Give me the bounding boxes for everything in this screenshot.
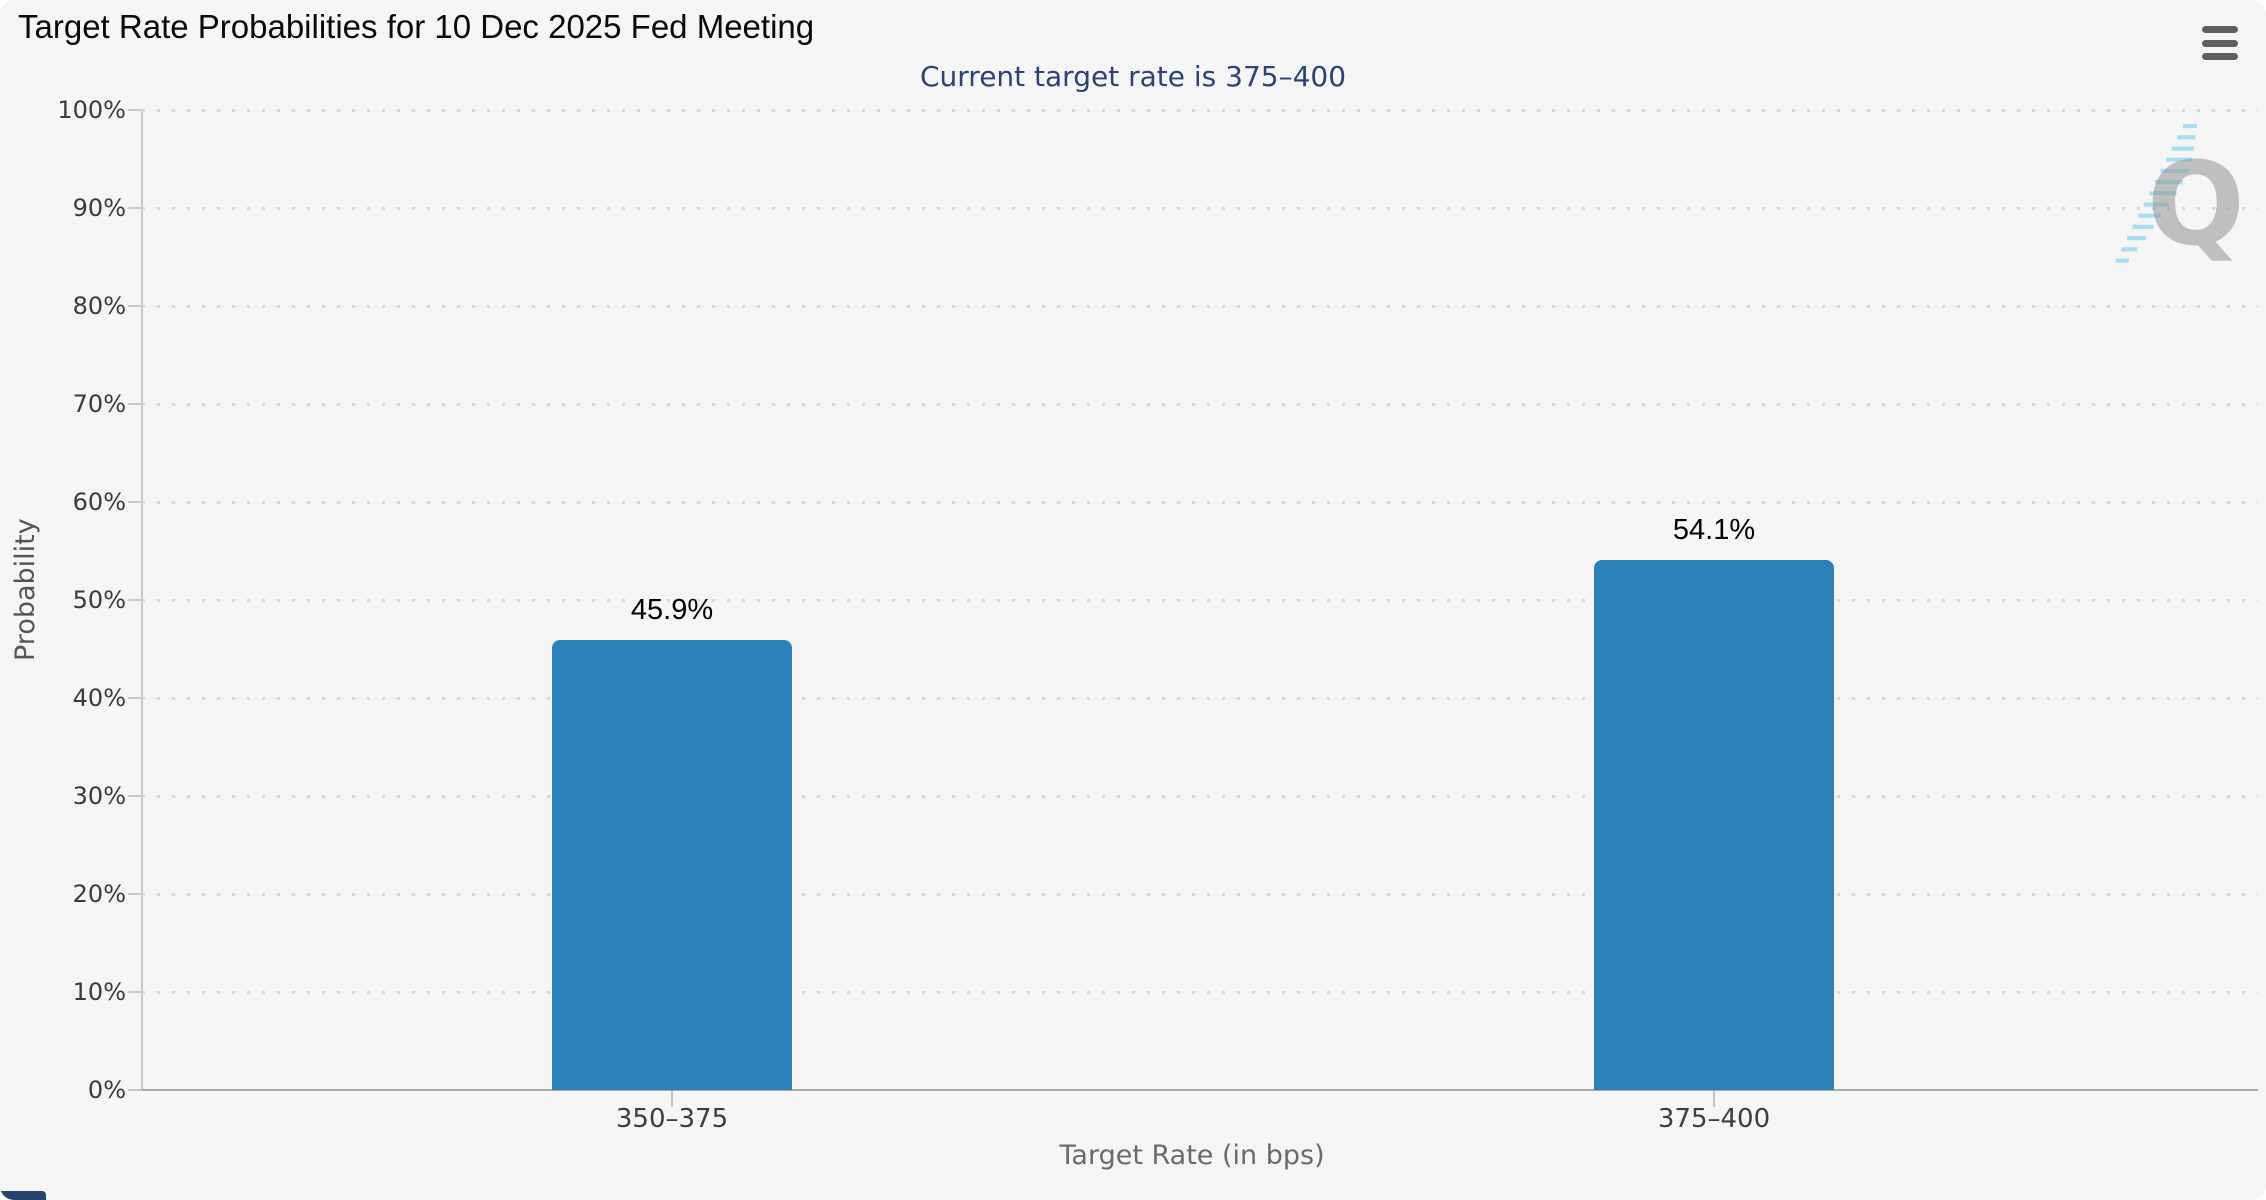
y-gridline [142,893,2258,896]
y-tick-mark [128,501,142,503]
y-tick-mark [128,305,142,307]
hamburger-bar [2202,53,2238,60]
y-gridline [142,305,2258,308]
y-tick-mark [128,207,142,209]
bar-value-label: 54.1% [1672,513,1756,546]
y-tick-label: 50% [72,586,126,614]
y-tick-mark [128,109,142,111]
probability-bar[interactable] [1594,559,1834,1090]
y-tick-label: 10% [72,978,126,1006]
y-gridline [142,795,2258,798]
y-tick-label: 90% [72,194,126,222]
x-category-label: 375–400 [1657,1104,1771,1134]
y-gridline [142,599,2258,602]
x-axis-line [142,1089,2258,1091]
y-gridline [142,403,2258,406]
hamburger-bar [2202,26,2238,33]
y-tick-mark [128,599,142,601]
y-gridline [142,697,2258,700]
y-tick-mark [128,893,142,895]
y-tick-label: 20% [72,880,126,908]
y-tick-mark [128,403,142,405]
y-tick-label: 30% [72,782,126,810]
hamburger-menu-icon[interactable] [2202,24,2240,62]
chart-title: Target Rate Probabilities for 10 Dec 202… [18,8,815,45]
x-tick-mark [671,1091,673,1107]
y-tick-label: 100% [57,96,126,124]
probability-bar[interactable] [552,640,792,1090]
y-tick-label: 0% [87,1076,126,1104]
y-gridline [142,501,2258,504]
y-tick-label: 60% [72,488,126,516]
bar-value-label: 45.9% [630,594,714,627]
y-gridline [142,991,2258,994]
chart-subtitle: Current target rate is 375–400 [919,60,1347,93]
x-axis-title: Target Rate (in bps) [1059,1140,1325,1171]
y-gridline [142,109,2258,112]
y-gridline [142,207,2258,210]
quikstrike-watermark-logo: Q [2115,124,2245,272]
y-tick-mark [128,1089,142,1091]
y-tick-label: 70% [72,390,126,418]
hamburger-bar [2202,39,2238,47]
y-tick-label: 80% [72,292,126,320]
x-tick-mark [1713,1091,1715,1107]
svg-text:Q: Q [2147,138,2245,272]
footer-strip [0,1191,46,1200]
y-tick-mark [128,795,142,797]
y-tick-mark [128,697,142,699]
y-tick-label: 40% [72,684,126,712]
x-category-label: 350–375 [615,1104,729,1134]
y-tick-mark [128,991,142,993]
